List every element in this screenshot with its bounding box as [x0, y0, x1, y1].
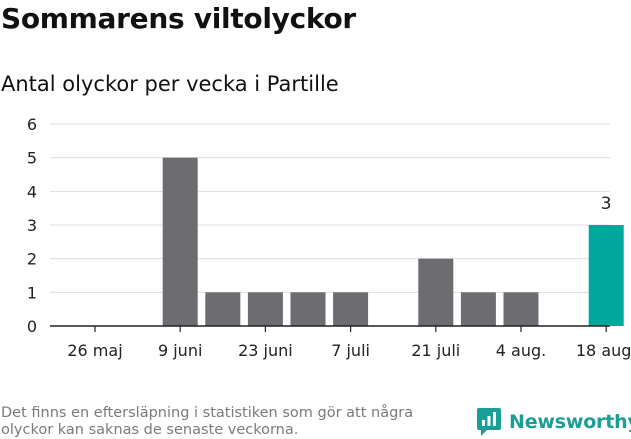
bar-chart: 0 1 2 3 4 5 6 26 maj 9 juni 23 juni 7 juli 21 juli…	[27, 115, 631, 360]
bar	[418, 258, 454, 326]
bars	[162, 157, 624, 326]
data-label: 3	[601, 194, 612, 214]
bar-highlight	[588, 225, 624, 326]
grid-lines	[50, 123, 610, 293]
brand: Newsworthy	[476, 406, 631, 438]
x-tick-label: 9 juni	[158, 341, 202, 360]
y-tick-label: 5	[27, 149, 37, 168]
bar	[247, 292, 283, 326]
brand-name: Newsworthy	[509, 411, 631, 433]
bar	[205, 292, 241, 326]
y-tick-label: 2	[27, 250, 37, 269]
chart-title: Sommarens viltolyckor	[1, 2, 356, 35]
y-axis: 0 1 2 3 4 5 6	[27, 115, 37, 336]
chart-subtitle: Antal olyckor per vecka i Partille	[1, 72, 339, 96]
x-tick-label: 26 maj	[67, 341, 122, 360]
y-tick-label: 1	[27, 283, 37, 302]
bar	[333, 292, 369, 326]
bar	[290, 292, 326, 326]
bar	[162, 157, 198, 326]
x-tick-label: 18 aug.	[576, 341, 631, 360]
x-axis: 26 maj 9 juni 23 juni 7 juli 21 juli 4 aug. 18…	[50, 325, 631, 360]
y-tick-label: 6	[27, 115, 37, 134]
x-tick-label: 7 juli	[331, 341, 370, 360]
y-tick-label: 3	[27, 216, 37, 235]
x-tick-label: 4 aug.	[496, 341, 546, 360]
data-labels: 3	[601, 194, 612, 214]
newsworthy-logo-icon	[477, 408, 501, 436]
x-tick-label: 23 juni	[238, 341, 293, 360]
bar	[503, 292, 539, 326]
footnote: Det finns en eftersläpning i statistiken…	[1, 405, 414, 438]
y-tick-label: 4	[27, 182, 37, 201]
y-tick-label: 0	[27, 317, 37, 336]
x-tick-label: 21 juli	[411, 341, 460, 360]
bar	[460, 292, 496, 326]
